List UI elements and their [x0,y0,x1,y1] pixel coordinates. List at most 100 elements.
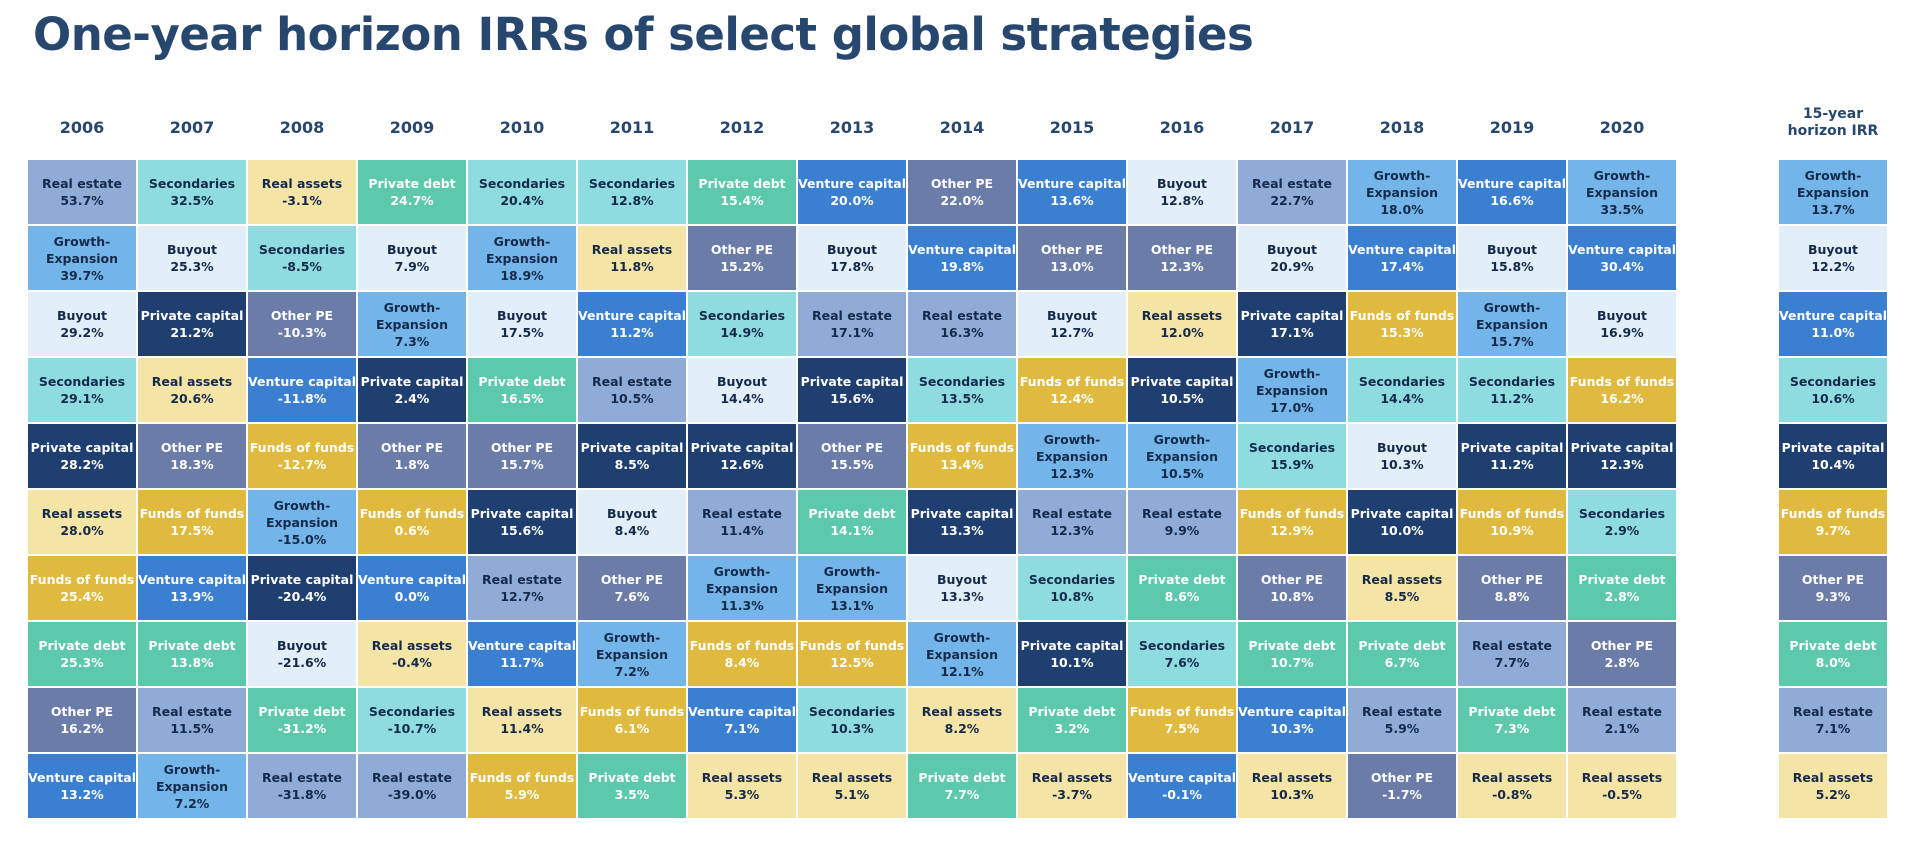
table-cell: Private capital -20.4% [247,555,357,621]
cell-label: Funds of funds [359,506,465,521]
cell-value: 12.7% [1050,325,1094,340]
cell-label: Other PE [1260,572,1324,587]
cell-value: 16.6% [1490,193,1534,208]
table-cell: Growth- Expansion -15.0% [247,489,357,555]
table-cell: Growth- Expansion 7.3% [357,291,467,357]
cell-value: 22.0% [940,193,984,208]
cell-label: Real estate [372,770,452,785]
table-cell: Real assets -0.5% [1567,753,1677,819]
cell-value: 17.4% [1380,259,1424,274]
cell-label: Private debt [368,176,456,191]
cell-label: Other PE [710,242,774,257]
cell-label: Funds of funds [249,440,355,455]
cell-label: Real estate [1252,176,1332,191]
cell-value: 10.3% [1270,787,1314,802]
table-cell: Venture capital 13.2% [27,753,137,819]
cell-label: Private debt [1248,638,1336,653]
table-cell: Buyout 10.3% [1347,423,1457,489]
cell-label: Buyout [1156,176,1208,191]
table-cell: Other PE 8.8% [1457,555,1567,621]
table-cell: Real assets -0.4% [357,621,467,687]
table-cell: Secondaries 11.2% [1457,357,1567,423]
cell-value: -10.3% [277,325,327,340]
cell-label: Real assets [811,770,893,785]
table-cell: Other PE 15.2% [687,225,797,291]
table-cell: Other PE -10.3% [247,291,357,357]
cell-label: Funds of funds [1019,374,1125,389]
cell-label: Other PE [490,440,554,455]
cell-value: -1.7% [1382,787,1422,802]
cell-label: Private capital [1350,506,1454,521]
table-cell: Private debt 25.3% [27,621,137,687]
cell-label: Private capital [1460,440,1564,455]
cell-value: 7.3% [394,333,430,349]
table-cell: Buyout 17.5% [467,291,577,357]
cell-value: 10.4% [1811,457,1855,472]
table-cell: Private debt 24.7% [357,159,467,225]
cell-value: 7.6% [1164,655,1200,670]
table-cell: Secondaries 13.5% [907,357,1017,423]
cell-label: Real assets [1031,770,1113,785]
cell-value: 11.8% [610,259,654,274]
cell-label: Real estate [1793,704,1873,719]
table-cell: Venture capital 7.1% [687,687,797,753]
cell-value: 10.3% [1380,457,1424,472]
cell-label: Growth- Expansion [1365,167,1439,200]
cell-label: Secondaries [1028,572,1116,587]
cell-label: Real estate [592,374,672,389]
cell-value: 13.0% [1050,259,1094,274]
cell-label: Private capital [470,506,574,521]
cell-value: 7.1% [724,721,760,736]
table-cell: Venture capital 17.4% [1347,225,1457,291]
cell-label: Funds of funds [469,770,575,785]
table-cell: Growth- Expansion 13.1% [797,555,907,621]
cell-value: -0.1% [1162,787,1202,802]
cell-label: Private debt [38,638,126,653]
cell-value: 5.9% [504,787,540,802]
table-cell: Buyout 29.2% [27,291,137,357]
cell-label: Other PE [1150,242,1214,257]
cell-value: 12.0% [1160,325,1204,340]
cell-value: 8.8% [1494,589,1530,604]
table-cell: Growth- Expansion 18.9% [467,225,577,291]
table-cell: Secondaries 2.9% [1567,489,1677,555]
table-cell: Real assets -0.8% [1457,753,1567,819]
table-cell: Venture capital 10.3% [1237,687,1347,753]
cell-label: Secondaries [808,704,896,719]
table-cell: Real estate 10.5% [577,357,687,423]
cell-value: -39.0% [387,787,437,802]
cell-label: Real assets [1792,770,1874,785]
cell-value: 6.7% [1384,655,1420,670]
table-cell: Real assets 5.2% [1778,753,1888,819]
cell-value: 7.2% [174,795,210,811]
table-cell: Buyout -21.6% [247,621,357,687]
cell-value: 25.3% [60,655,104,670]
table-cell: Real assets 20.6% [137,357,247,423]
cell-value: 10.3% [830,721,874,736]
cell-label: Private capital [1130,374,1234,389]
table-cell: Private debt 10.7% [1237,621,1347,687]
table-cell: Venture capital 13.6% [1017,159,1127,225]
cell-value: 8.4% [724,655,760,670]
cell-value: 1.8% [394,457,430,472]
cell-value: 12.2% [1811,259,1855,274]
cell-label: Real estate [42,176,122,191]
table-cell: Private capital 17.1% [1237,291,1347,357]
table-cell: Real assets 11.8% [577,225,687,291]
cell-label: Real estate [922,308,1002,323]
cell-label: Buyout [606,506,658,521]
cell-value: 3.2% [1054,721,1090,736]
cell-value: 8.6% [1164,589,1200,604]
table-cell: Buyout 15.8% [1457,225,1567,291]
column-header: 2020 [1599,118,1645,137]
table-cell: Venture capital 16.6% [1457,159,1567,225]
cell-label: Growth- Expansion [1475,299,1549,332]
cell-value: 18.9% [500,267,544,283]
table-cell: Private debt 3.2% [1017,687,1127,753]
table-cell: Other PE 15.7% [467,423,577,489]
cell-label: Growth- Expansion [1255,365,1329,398]
cell-label: Other PE [1801,572,1865,587]
cell-value: 16.3% [940,325,984,340]
cell-label: Growth- Expansion [375,299,449,332]
cell-value: 7.6% [614,589,650,604]
